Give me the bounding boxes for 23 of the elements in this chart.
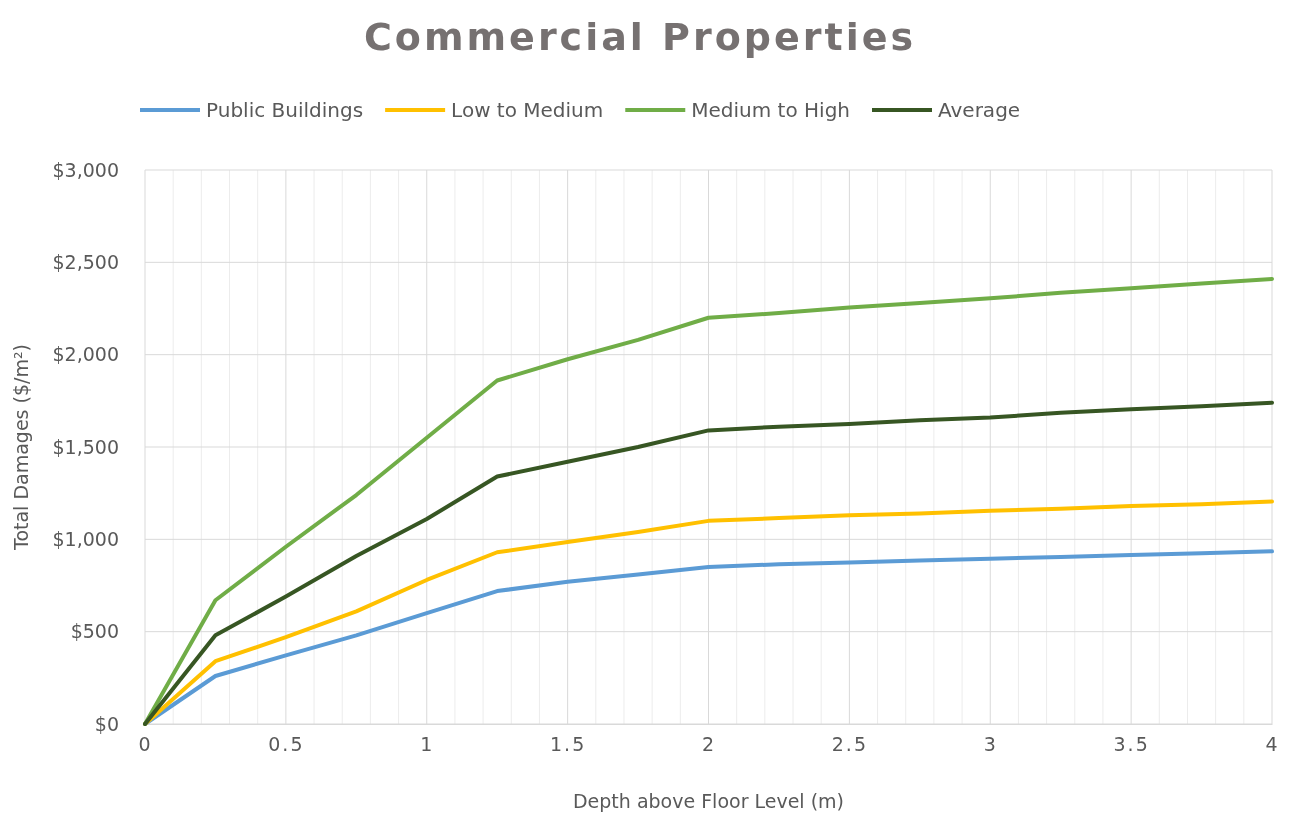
x-axis-title: Depth above Floor Level (m) [572,790,845,812]
y-tick-label: $3,000 [52,158,119,181]
x-tick-label: 1 [420,733,435,756]
x-tick-label: 0 [138,733,153,756]
y-axis-title: Total Damages ($/m²) [10,344,32,551]
x-tick-label: 2 [701,733,717,756]
y-tick-label: $2,000 [52,343,119,366]
x-tick-label: 2.5 [831,733,868,756]
x-tick-label: 3.5 [1113,733,1150,756]
legend-label: Average [938,98,1021,122]
y-tick-label: $2,500 [52,250,119,273]
legend-label: Public Buildings [206,98,364,122]
x-tick-label: 1.5 [550,733,587,756]
legend-label: Medium to High [691,98,850,122]
legend-label: Low to Medium [451,98,604,122]
y-tick-label: $500 [70,620,119,643]
y-tick-label: $0 [94,712,119,735]
chart-title: Commercial Properties [363,15,917,59]
x-tick-label: 3 [983,733,998,756]
x-tick-label: 0.5 [268,733,305,756]
x-tick-label: 4 [1265,733,1280,756]
y-tick-label: $1,000 [52,527,119,550]
y-tick-label: $1,500 [52,435,119,458]
